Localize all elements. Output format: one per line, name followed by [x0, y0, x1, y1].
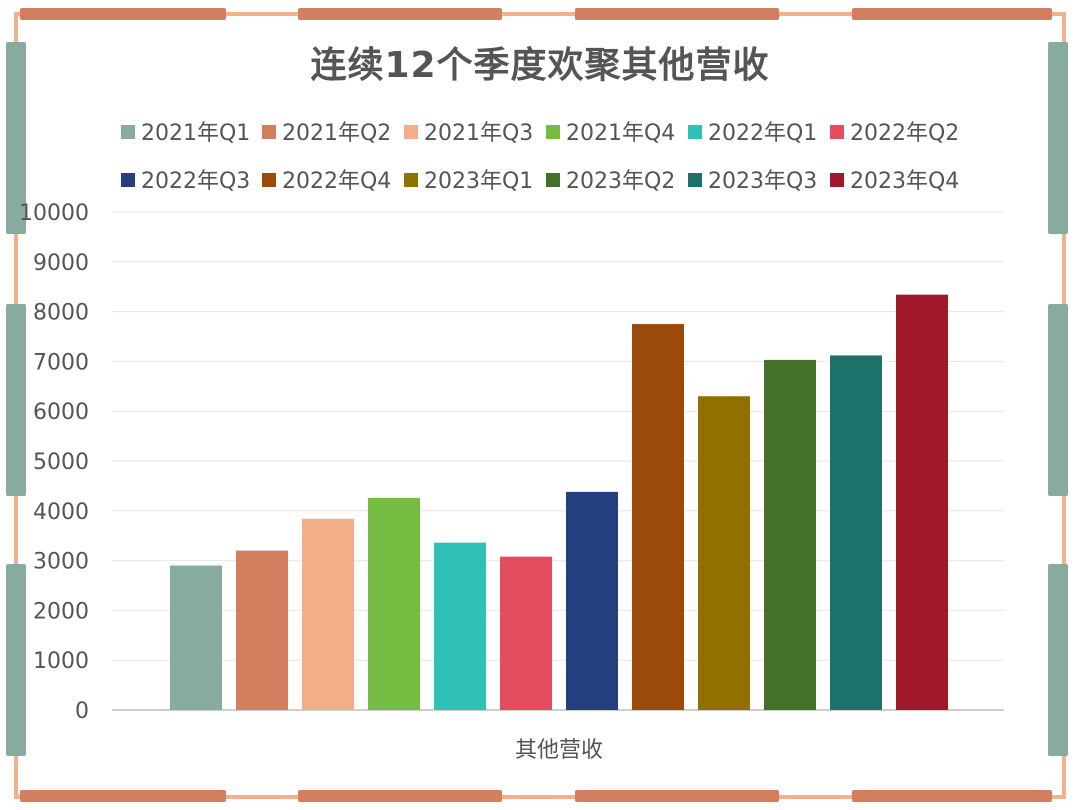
- legend-swatch: [262, 125, 276, 139]
- legend-swatch: [546, 173, 560, 187]
- frame-dash-left-2: [6, 304, 26, 496]
- legend-item: 2021年Q1: [121, 121, 250, 146]
- y-tick-label: 7000: [33, 350, 89, 375]
- bar-2022年Q4: [632, 324, 684, 710]
- chart-title: 连续12个季度欢聚其他营收: [310, 45, 770, 86]
- legend-item: 2023年Q1: [404, 169, 533, 194]
- legend-item: 2022年Q1: [688, 121, 817, 146]
- legend-swatch: [830, 125, 844, 139]
- frame-dash-left-3: [6, 564, 26, 756]
- bar-2022年Q3: [566, 491, 618, 710]
- legend-item: 2023年Q4: [830, 169, 959, 194]
- legend-swatch: [830, 173, 844, 187]
- bar-2021年Q2: [236, 550, 288, 710]
- y-tick-label: 0: [75, 699, 89, 724]
- legend-swatch: [404, 173, 418, 187]
- legend-label: 2022年Q1: [708, 121, 817, 146]
- frame-bottom-line: [14, 795, 1066, 799]
- y-tick-label: 4000: [33, 500, 89, 525]
- bar-2022年Q2: [500, 556, 552, 710]
- legend-item: 2021年Q4: [546, 121, 675, 146]
- y-tick-label: 10000: [19, 201, 89, 226]
- frame-top-line: [14, 12, 1066, 16]
- bar-2023年Q2: [764, 359, 816, 710]
- legend-label: 2021年Q2: [282, 121, 391, 146]
- bar-2023年Q4: [896, 294, 948, 710]
- legend-label: 2021年Q4: [566, 121, 675, 146]
- y-tick-label: 3000: [33, 550, 89, 575]
- frame-dash-right-1: [1048, 42, 1068, 234]
- legend-item: 2022年Q2: [830, 121, 959, 146]
- frame-dash-bottom-1: [20, 790, 226, 802]
- legend-swatch: [121, 125, 135, 139]
- legend: 2021年Q1 2021年Q2 2021年Q3 2021年Q4 2022年Q1 2022年…: [121, 121, 959, 194]
- frame-dash-bottom-2: [298, 790, 502, 802]
- legend-swatch: [546, 125, 560, 139]
- legend-item: 2023年Q2: [546, 169, 675, 194]
- legend-label: 2023年Q2: [566, 169, 675, 194]
- y-tick-label: 5000: [33, 450, 89, 475]
- legend-swatch: [121, 173, 135, 187]
- legend-label: 2023年Q3: [708, 169, 817, 194]
- y-tick-label: 6000: [33, 400, 89, 425]
- frame-dash-bottom-4: [852, 790, 1052, 802]
- frame-dash-right-3: [1048, 564, 1068, 756]
- bar-2021年Q3: [302, 518, 354, 710]
- frame-dash-bottom-3: [575, 790, 779, 802]
- frame-dash-left-1: [6, 42, 26, 234]
- legend-swatch: [262, 173, 276, 187]
- legend-label: 2022年Q4: [282, 169, 391, 194]
- frame-dash-top-1: [20, 8, 226, 20]
- frame-dash-top-4: [852, 8, 1052, 20]
- legend-item: 2023年Q3: [688, 169, 817, 194]
- legend-swatch: [404, 125, 418, 139]
- legend-swatch: [688, 125, 702, 139]
- bar-2022年Q1: [434, 542, 486, 710]
- legend-item: 2022年Q3: [121, 169, 250, 194]
- frame-dash-top-3: [575, 8, 779, 20]
- x-axis-label: 其他营收: [515, 738, 603, 763]
- legend-label: 2022年Q3: [141, 169, 250, 194]
- legend-label: 2023年Q1: [424, 169, 533, 194]
- legend-label: 2022年Q2: [850, 121, 959, 146]
- legend-item: 2021年Q3: [404, 121, 533, 146]
- legend-label: 2023年Q4: [850, 169, 959, 194]
- legend-swatch: [688, 173, 702, 187]
- legend-label: 2021年Q3: [424, 121, 533, 146]
- legend-item: 2022年Q4: [262, 169, 391, 194]
- bar-2023年Q3: [830, 355, 882, 710]
- legend-item: 2021年Q2: [262, 121, 391, 146]
- bars: [170, 294, 948, 710]
- legend-label: 2021年Q1: [141, 121, 250, 146]
- y-tick-label: 1000: [33, 649, 89, 674]
- bar-2021年Q1: [170, 565, 222, 710]
- y-tick-label: 9000: [33, 251, 89, 276]
- bar-2021年Q4: [368, 497, 420, 710]
- bar-2023年Q1: [698, 396, 750, 710]
- frame-dash-right-2: [1048, 304, 1068, 496]
- frame-dash-top-2: [298, 8, 502, 20]
- y-tick-label: 2000: [33, 599, 89, 624]
- y-tick-label: 8000: [33, 301, 89, 326]
